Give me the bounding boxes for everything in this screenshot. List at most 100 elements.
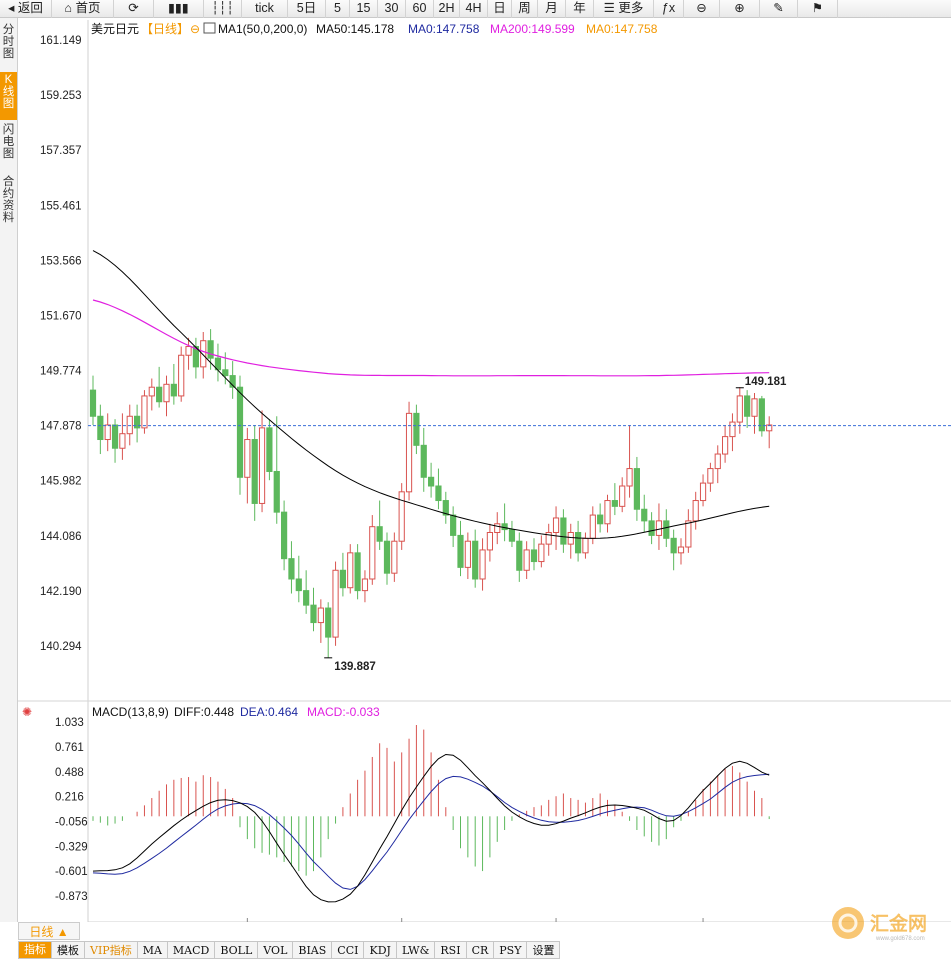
macd-panel[interactable]: 1.033 0.761 0.488 0.216 -0.056 -0.329 -0.601 -0… <box>55 717 770 903</box>
legend-symbol: 美元日元 <box>91 22 139 36</box>
more-button[interactable]: ☰ 更多 <box>594 0 654 18</box>
indicator-tab-12[interactable]: CR <box>466 941 495 959</box>
bottom-bar: 日线 ▲ 指标 模板 VIP指标 MA MACD BOLL VOL BIAS CCI KDJ LW&… <box>0 922 951 962</box>
zoom-in-button[interactable]: ⊕ <box>720 0 760 18</box>
watermark-text: 汇金网 <box>870 912 927 935</box>
indicator-tab-11[interactable]: RSI <box>435 941 467 959</box>
period-tick[interactable]: tick <box>242 0 288 18</box>
candle <box>156 366 163 408</box>
indicator-tab-10[interactable]: LW& <box>396 941 436 959</box>
candle <box>530 538 538 571</box>
period-60min[interactable]: 60 <box>406 0 434 18</box>
tab-kline[interactable]: K线图 <box>0 72 17 120</box>
period-2h[interactable]: 2H <box>434 0 460 18</box>
period-select-button[interactable]: 日线 ▲ <box>18 922 80 940</box>
main-legend: 美元日元 【日线】 ⊖ MA1(50,0,200,0) MA50:145.178… <box>91 22 658 36</box>
period-week[interactable]: 周 <box>512 0 538 18</box>
price-tick-label: 151.670 <box>40 310 82 322</box>
legend-ma0: MA0:147.758 <box>408 22 480 36</box>
candle <box>611 483 618 516</box>
candle <box>648 512 655 545</box>
macd-tick-label: 1.033 <box>55 717 84 729</box>
price-panel[interactable]: 161.149 159.253 157.357 155.461 153.566 151.6… <box>18 20 951 922</box>
draw-button[interactable]: ✎ <box>760 0 798 18</box>
low-annotation: 139.887 <box>334 661 376 673</box>
legend-ma-icon <box>203 22 216 34</box>
price-tick-label: 140.294 <box>40 641 82 653</box>
candle <box>325 602 332 658</box>
price-tick-label: 142.190 <box>40 586 82 598</box>
period-5day[interactable]: 5日 <box>288 0 326 18</box>
candle <box>722 424 729 463</box>
chart-area[interactable]: 美元日元 【日线】 ⊖ MA1(50,0,200,0) MA50:145.178… <box>0 0 951 922</box>
candle <box>288 541 295 594</box>
macd-tick-label: 0.761 <box>55 742 84 754</box>
tab-timeshare[interactable]: 分时图 <box>2 24 15 60</box>
period-day[interactable]: 日 <box>488 0 512 18</box>
tab-lightning[interactable]: 闪电图 <box>2 124 15 160</box>
macd-dea: DEA:0.464 <box>240 705 298 719</box>
candle <box>413 404 420 455</box>
indicator-tab-13[interactable]: PSY <box>494 941 528 959</box>
candle <box>714 445 721 484</box>
candle <box>361 570 369 603</box>
candle <box>134 404 141 443</box>
candle <box>126 404 133 446</box>
indicator-tab-5[interactable]: BOLL <box>215 941 259 959</box>
candle <box>185 337 192 370</box>
candle <box>119 413 126 460</box>
tab-contract-info[interactable]: 合约资料 <box>2 176 15 224</box>
indicator-tab-8[interactable]: CCI <box>332 941 365 959</box>
candle <box>310 587 317 632</box>
back-button[interactable]: ◂ 返回 <box>0 0 52 18</box>
flag-button[interactable]: ⚑ <box>798 0 838 18</box>
indicator-tab-4[interactable]: MACD <box>167 941 216 959</box>
period-5min[interactable]: 5 <box>326 0 350 18</box>
price-tick-label: 145.982 <box>40 476 82 488</box>
legend-settings-icon[interactable]: ⊖ <box>190 22 200 36</box>
period-month[interactable]: 月 <box>538 0 566 18</box>
candle <box>369 515 376 585</box>
candle <box>545 523 552 556</box>
candle <box>692 491 699 530</box>
indicator-tab-2[interactable]: VIP指标 <box>85 941 138 959</box>
candle <box>729 413 736 452</box>
period-year[interactable]: 年 <box>566 0 594 18</box>
legend-ma0b: MA0:147.758 <box>586 22 658 36</box>
macd-title: MACD(13,8,9) <box>92 705 169 719</box>
candle <box>398 483 405 550</box>
period-4h[interactable]: 4H <box>460 0 488 18</box>
home-button[interactable]: ⌂ 首页 <box>52 0 114 18</box>
candle <box>575 520 582 562</box>
indicator-tab-9[interactable]: KDJ <box>364 941 397 959</box>
macd-settings-icon[interactable]: ✺ <box>22 705 32 719</box>
candle <box>170 363 177 405</box>
diff-line <box>92 753 770 903</box>
candle <box>428 462 435 498</box>
indicator-icon-button[interactable]: ▮▮▮ <box>154 0 204 18</box>
zoom-out-button[interactable]: ⊖ <box>684 0 720 18</box>
candle <box>273 416 280 524</box>
period-15min[interactable]: 15 <box>350 0 378 18</box>
indicator-tab-3[interactable]: MA <box>137 941 168 959</box>
indicator-tab-14[interactable]: 设置 <box>527 941 561 959</box>
candle <box>347 544 354 594</box>
macd-tick-label: 0.488 <box>55 767 84 779</box>
candle <box>457 520 464 577</box>
candle <box>442 491 449 524</box>
candle <box>516 532 523 582</box>
candle <box>405 401 413 501</box>
candle-style-button[interactable]: ┆┆┆ <box>204 0 242 18</box>
candle <box>641 494 648 533</box>
indicator-tab-7[interactable]: BIAS <box>293 941 333 959</box>
indicator-tab-1[interactable]: 模板 <box>52 941 85 959</box>
period-30min[interactable]: 30 <box>378 0 406 18</box>
refresh-button[interactable]: ⟳ <box>114 0 154 18</box>
indicator-tab-0[interactable]: 指标 <box>18 941 52 959</box>
candle <box>626 424 633 498</box>
candle <box>508 520 516 548</box>
formula-button[interactable]: ƒx <box>654 0 684 18</box>
candle <box>552 506 560 550</box>
candle <box>464 532 471 579</box>
indicator-tab-6[interactable]: VOL <box>258 941 294 959</box>
